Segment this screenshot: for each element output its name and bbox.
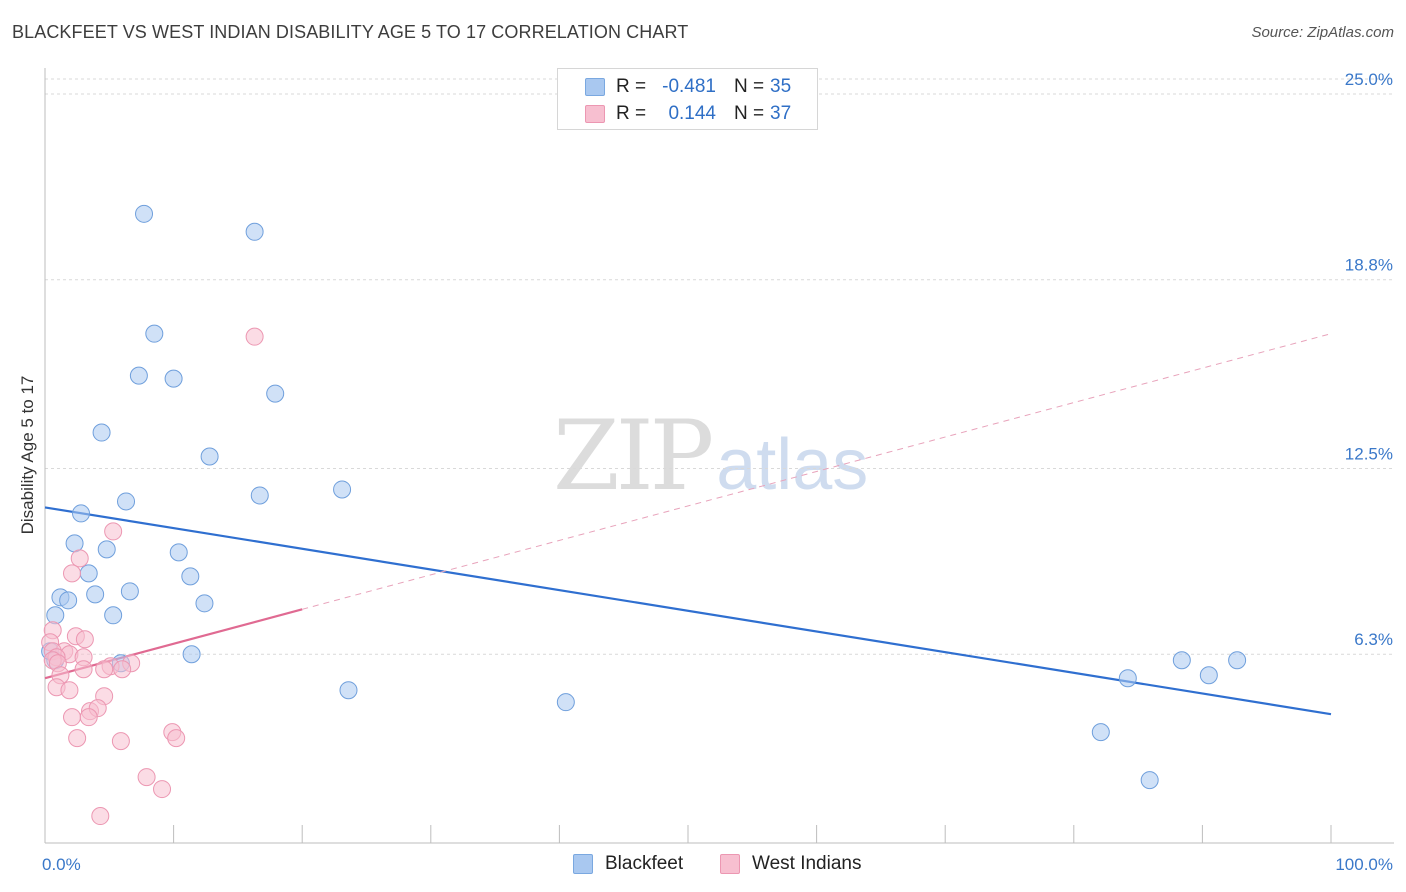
data-point-west-indians bbox=[137, 768, 156, 787]
data-point-blackfeet bbox=[135, 204, 154, 223]
data-point-west-indians bbox=[111, 732, 130, 751]
y-tick-label: 12.5% bbox=[1345, 444, 1393, 463]
y-tick-label: 25.0% bbox=[1345, 70, 1393, 89]
stats-r-label: R = bbox=[616, 103, 647, 124]
data-point-blackfeet bbox=[1199, 666, 1218, 685]
stats-n-label: N = bbox=[734, 103, 765, 124]
data-point-blackfeet bbox=[181, 567, 200, 586]
stats-swatch-west-indians bbox=[585, 105, 605, 123]
y-tick-label: 18.8% bbox=[1345, 256, 1393, 275]
stats-swatch-blackfeet bbox=[585, 78, 605, 96]
data-point-west-indians bbox=[95, 660, 114, 679]
data-point-blackfeet bbox=[556, 693, 575, 712]
data-point-blackfeet bbox=[65, 534, 84, 553]
data-point-west-indians bbox=[91, 807, 110, 826]
stats-r-value: 0.144 bbox=[668, 103, 716, 124]
data-point-west-indians bbox=[70, 549, 89, 568]
data-point-blackfeet bbox=[117, 492, 136, 511]
chart-title: BLACKFEET VS WEST INDIAN DISABILITY AGE … bbox=[12, 22, 689, 42]
stats-row-west-indians: R = 0.144 N = 37 bbox=[558, 101, 817, 127]
data-point-blackfeet bbox=[46, 606, 65, 625]
data-point-blackfeet bbox=[200, 447, 219, 466]
data-point-west-indians bbox=[79, 708, 98, 727]
data-point-blackfeet bbox=[72, 504, 91, 523]
stats-n-value: 37 bbox=[770, 103, 792, 124]
points-layer bbox=[41, 204, 1247, 826]
label-layer: 6.3% 12.5% 18.8% 25.0% 0.0% 100.0% bbox=[42, 70, 1393, 874]
stats-legend-box: R = -0.481 N = 35 R = 0.144 N = 37 bbox=[557, 68, 818, 130]
x-tick-label: 0.0% bbox=[42, 855, 81, 874]
data-point-blackfeet bbox=[1091, 723, 1110, 742]
data-point-west-indians bbox=[245, 327, 264, 346]
legend-swatch-blackfeet bbox=[573, 854, 593, 874]
data-point-west-indians bbox=[167, 729, 186, 748]
trend-line-blackfeet bbox=[44, 506, 1332, 716]
axis-layer bbox=[44, 68, 1394, 844]
data-point-blackfeet bbox=[145, 324, 164, 343]
data-point-blackfeet bbox=[92, 423, 111, 442]
data-point-west-indians bbox=[74, 660, 93, 679]
chart-legend: Blackfeet West Indians bbox=[0, 852, 1406, 876]
grid-layer bbox=[45, 78, 1394, 655]
data-point-blackfeet bbox=[169, 543, 188, 562]
data-point-blackfeet bbox=[195, 594, 214, 613]
stats-row-blackfeet: R = -0.481 N = 35 bbox=[558, 74, 817, 100]
data-point-blackfeet bbox=[333, 480, 352, 499]
data-point-blackfeet bbox=[182, 645, 201, 664]
stats-r-label: R = bbox=[616, 76, 647, 97]
data-point-west-indians bbox=[60, 681, 79, 700]
data-point-blackfeet bbox=[97, 540, 116, 559]
data-point-blackfeet bbox=[129, 366, 148, 385]
data-point-blackfeet bbox=[79, 564, 98, 583]
y-tick-label: 6.3% bbox=[1354, 630, 1393, 649]
data-point-blackfeet bbox=[266, 384, 285, 403]
data-point-west-indians bbox=[63, 564, 82, 583]
data-point-blackfeet bbox=[104, 606, 123, 625]
data-point-blackfeet bbox=[120, 582, 139, 601]
data-point-west-indians bbox=[113, 660, 132, 679]
data-point-west-indians bbox=[153, 780, 172, 799]
data-point-blackfeet bbox=[1118, 669, 1137, 688]
data-point-blackfeet bbox=[1228, 651, 1247, 670]
data-point-west-indians bbox=[75, 630, 94, 649]
data-point-blackfeet bbox=[86, 585, 105, 604]
data-point-blackfeet bbox=[59, 591, 78, 610]
data-point-west-indians bbox=[68, 729, 87, 748]
stats-n-label: N = bbox=[734, 76, 765, 97]
stats-n-value: 35 bbox=[770, 76, 792, 97]
trend-line-west-indians-dashed bbox=[302, 333, 1332, 610]
data-point-blackfeet bbox=[250, 486, 269, 505]
data-point-west-indians bbox=[104, 522, 123, 541]
data-point-blackfeet bbox=[245, 222, 264, 241]
trend-layer bbox=[44, 333, 1332, 716]
data-point-west-indians bbox=[63, 708, 82, 727]
data-point-blackfeet bbox=[1172, 651, 1191, 670]
legend-label-blackfeet: Blackfeet bbox=[605, 853, 684, 874]
data-point-blackfeet bbox=[339, 681, 358, 700]
legend-label-west-indians: West Indians bbox=[752, 853, 862, 874]
data-point-blackfeet bbox=[1140, 771, 1159, 790]
source-note: Source: ZipAtlas.com bbox=[1251, 24, 1394, 41]
legend-swatch-west-indians bbox=[720, 854, 740, 874]
stats-r-value: -0.481 bbox=[662, 76, 716, 97]
x-tick-label: 100.0% bbox=[1335, 855, 1393, 874]
data-point-blackfeet bbox=[164, 369, 183, 388]
